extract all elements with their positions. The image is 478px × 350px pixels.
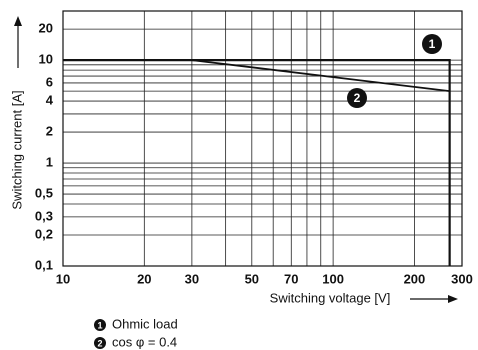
legend-badge — [94, 337, 106, 349]
x-axis-label: Switching voltage [V] — [270, 290, 391, 305]
legend-badge-number: 2 — [97, 338, 102, 348]
series-badge-number: 2 — [354, 91, 361, 105]
x-tick-label: 20 — [137, 271, 151, 286]
y-axis-label: Switching current [A] — [9, 90, 24, 209]
y-tick-label: 0,5 — [35, 185, 53, 200]
y-tick-label: 0,1 — [35, 257, 53, 272]
y-tick-label: 1 — [46, 154, 53, 169]
x-axis-arrowhead — [448, 295, 458, 303]
y-tick-label: 0,3 — [35, 208, 53, 223]
x-tick-label: 70 — [284, 271, 298, 286]
legend-label: Ohmic load — [112, 316, 178, 331]
y-axis-arrowhead — [14, 16, 22, 26]
legend-badge — [94, 319, 106, 331]
x-tick-label: 10 — [56, 271, 70, 286]
y-tick-label: 0,2 — [35, 226, 53, 241]
legend-label: cos φ = 0.4 — [112, 334, 177, 349]
x-tick-label: 100 — [322, 271, 344, 286]
series-badge — [422, 34, 442, 54]
legend-badge-number: 1 — [97, 320, 102, 330]
x-tick-label: 300 — [451, 271, 473, 286]
x-tick-label: 50 — [245, 271, 259, 286]
x-tick-label: 30 — [185, 271, 199, 286]
x-tick-label: 200 — [404, 271, 426, 286]
y-tick-label: 10 — [39, 52, 53, 67]
y-tick-label: 4 — [46, 93, 54, 108]
series-badge — [347, 88, 367, 108]
series-badge-number: 1 — [429, 37, 436, 51]
y-tick-label: 6 — [46, 74, 53, 89]
series-line — [191, 59, 450, 92]
y-tick-label: 2 — [46, 124, 53, 139]
plot-frame — [62, 10, 463, 267]
y-tick-label: 20 — [39, 21, 53, 36]
